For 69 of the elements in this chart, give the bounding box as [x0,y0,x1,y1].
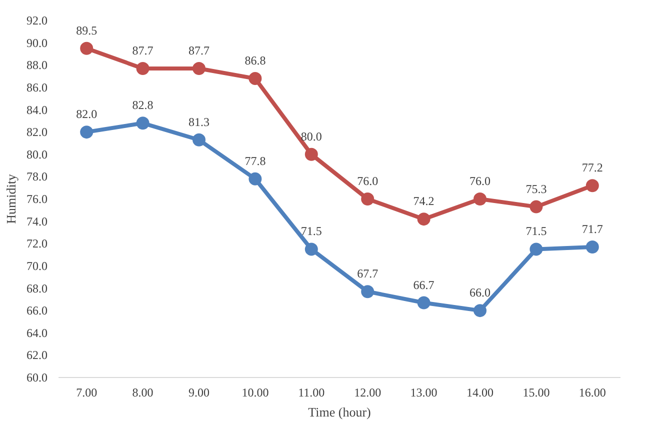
data-label: 87.7 [188,43,210,58]
point [80,126,94,139]
point [192,133,206,146]
y-tick-label: 80.0 [26,147,48,162]
data-label: 67.7 [357,266,378,281]
y-tick-label: 66.0 [26,304,48,318]
data-label: 66.7 [413,278,434,292]
point [417,296,430,310]
point [361,192,374,206]
point [474,304,486,318]
data-label: 76.0 [357,174,378,188]
point [248,172,262,186]
x-tick-label: 13.00 [410,386,438,400]
point [80,42,94,55]
y-tick-label: 70.0 [26,258,48,273]
data-label: 71.5 [300,224,322,238]
point [248,72,262,85]
data-label: 74.2 [413,194,434,208]
y-tick-label: 60.0 [26,370,48,384]
point [530,242,543,256]
data-label: 89.5 [76,23,98,38]
point [192,62,206,75]
y-tick-label: 68.0 [26,281,48,296]
y-tick-label: 84.0 [26,102,48,117]
x-tick-label: 15.00 [522,386,550,400]
data-label: 86.8 [244,54,266,68]
data-label: 75.3 [526,182,547,196]
point [530,200,543,214]
point [586,240,599,254]
point [304,242,318,256]
data-label: 82.0 [76,107,98,122]
point [474,192,486,206]
data-label: 71.5 [526,224,547,238]
data-label: 77.2 [582,160,603,175]
x-tick-label: 9.00 [188,386,210,400]
point [417,212,430,226]
y-tick-label: 62.0 [26,348,48,362]
point [136,62,150,75]
point [586,179,599,192]
data-label: 66.0 [470,286,490,300]
y-tick-label: 74.0 [26,214,48,228]
y-tick-label: 90.0 [26,36,48,50]
point [361,285,374,298]
y-tick-label: 88.0 [26,58,48,72]
data-label: 76.0 [470,174,490,188]
x-axis-title: Time (hour) [308,404,371,420]
y-axis-title: Humidity [4,174,18,224]
data-label: 87.7 [132,43,154,58]
y-tick-label: 64.0 [26,326,48,340]
x-tick-label: 7.00 [76,386,98,400]
x-tick-label: 8.00 [132,386,154,400]
x-tick-label: 11.00 [298,386,325,400]
point [136,116,150,130]
data-label: 82.8 [132,98,154,112]
y-tick-label: 86.0 [26,80,48,94]
x-tick-label: 16.00 [578,386,606,400]
y-tick-label: 72.0 [26,236,48,251]
data-label: 71.7 [582,222,603,236]
y-tick-label: 78.0 [26,170,48,184]
data-label: 81.3 [188,114,210,129]
y-tick-label: 82.0 [26,125,48,140]
point [304,148,318,161]
x-tick-label: 12.00 [354,386,382,400]
y-tick-label: 76.0 [26,192,48,206]
x-tick-label: 14.00 [466,386,494,400]
y-tick-label: 92.0 [26,14,48,28]
x-tick-label: 10.00 [242,386,269,400]
data-label: 77.8 [244,154,266,168]
data-label: 80.0 [300,129,322,144]
